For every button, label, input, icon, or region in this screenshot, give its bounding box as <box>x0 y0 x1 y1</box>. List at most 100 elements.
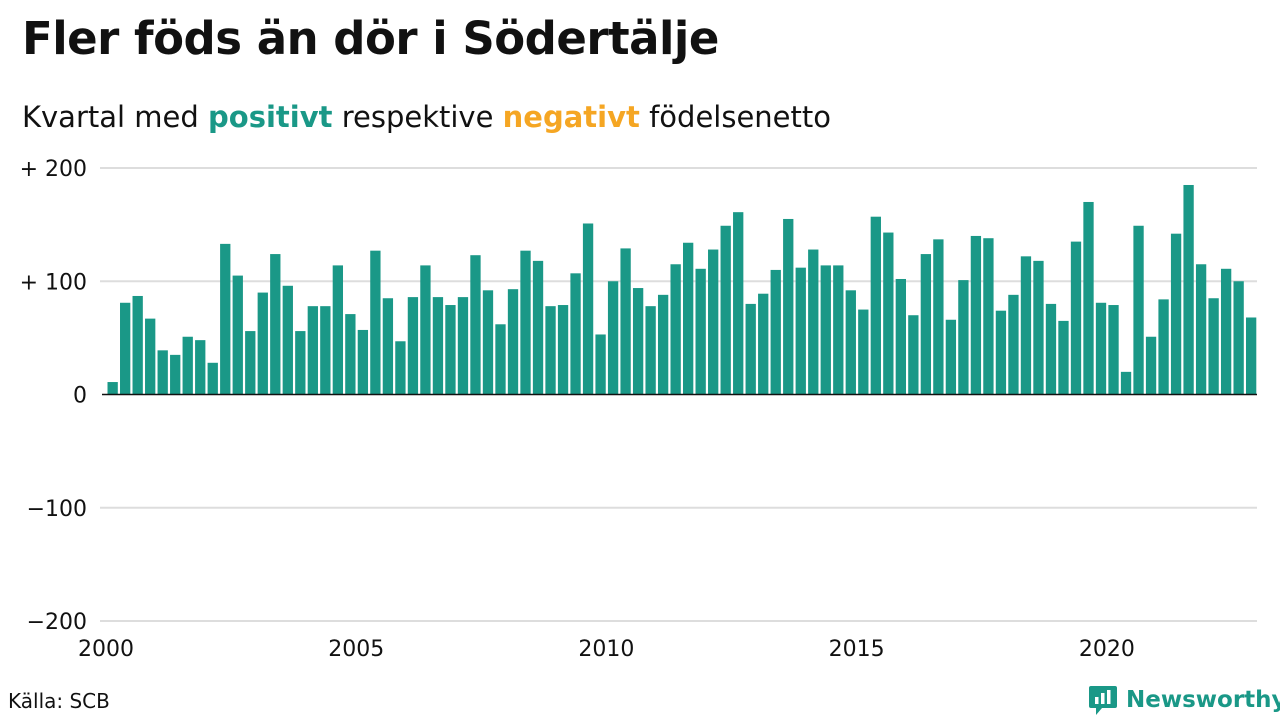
y-tick-label: −100 <box>27 497 87 522</box>
subtitle-suffix: födelsenetto <box>649 100 831 134</box>
bars <box>107 184 1257 395</box>
bar <box>1183 184 1194 395</box>
bar <box>883 232 894 395</box>
bar <box>1120 371 1132 395</box>
bar <box>958 280 969 395</box>
bar <box>595 334 606 395</box>
y-tick-label: 0 <box>73 384 87 409</box>
bar <box>207 362 218 395</box>
bar <box>632 288 644 395</box>
bar <box>970 235 982 395</box>
x-tick-label: 2015 <box>829 637 885 662</box>
bar <box>495 324 506 395</box>
subtitle-negative-label: negativt <box>502 100 640 134</box>
bar <box>1020 256 1032 395</box>
bar <box>657 294 669 395</box>
subtitle-middle: respektive <box>341 100 494 134</box>
bar <box>407 297 419 395</box>
bar <box>870 216 881 395</box>
bar <box>482 290 494 395</box>
bar <box>1083 201 1094 395</box>
bar <box>1133 225 1144 395</box>
bar <box>382 298 394 395</box>
bar <box>1208 298 1219 395</box>
bar <box>357 329 369 395</box>
bar <box>920 254 932 395</box>
bar <box>270 254 281 395</box>
bar <box>645 306 656 395</box>
bar <box>232 275 243 395</box>
bar <box>432 297 444 395</box>
bar <box>1008 294 1019 395</box>
chart-subtitle: Kvartal med positivt respektive negativt… <box>22 100 831 134</box>
bar <box>395 341 406 395</box>
bar <box>107 382 118 395</box>
bar <box>1158 299 1169 395</box>
bar <box>120 302 131 395</box>
bar <box>733 212 744 395</box>
bar <box>845 290 856 395</box>
bar <box>758 293 769 395</box>
bar <box>983 238 994 395</box>
bar <box>470 255 481 395</box>
bar <box>282 285 293 395</box>
x-tick-label: 2010 <box>578 637 634 662</box>
bar <box>320 306 331 395</box>
x-tick-label: 2020 <box>1079 637 1135 662</box>
bar <box>745 303 756 395</box>
bar <box>420 265 431 395</box>
bar <box>1058 320 1069 395</box>
bar <box>182 336 193 395</box>
bar <box>582 223 594 395</box>
bar <box>257 292 268 395</box>
bar <box>295 331 306 395</box>
bar <box>1033 260 1044 395</box>
bar <box>557 305 569 395</box>
subtitle-prefix: Kvartal med <box>22 100 199 134</box>
bar <box>1108 305 1119 395</box>
x-tick-label: 2000 <box>78 637 134 662</box>
bar <box>670 264 681 395</box>
bar <box>457 297 469 395</box>
source-note: Källa: SCB <box>8 689 110 713</box>
chart-title: Fler föds än dör i Södertälje <box>22 12 719 65</box>
bar <box>620 248 631 395</box>
bar <box>808 249 819 395</box>
bar <box>720 225 731 395</box>
bar <box>307 306 318 395</box>
bar <box>1245 317 1257 395</box>
bar <box>507 289 519 395</box>
bar <box>170 354 181 395</box>
bar <box>245 331 256 395</box>
y-tick-label: + 200 <box>20 157 87 182</box>
bar <box>195 340 206 395</box>
bar <box>933 239 944 395</box>
bar <box>770 269 781 395</box>
subtitle-positive-label: positivt <box>208 100 333 134</box>
bar <box>1145 336 1157 395</box>
bar <box>345 314 356 395</box>
bar <box>945 319 957 395</box>
bar <box>370 250 381 395</box>
bar <box>220 243 231 395</box>
bar <box>708 249 719 395</box>
bar <box>1070 241 1082 395</box>
bar <box>520 250 531 395</box>
bar <box>445 305 456 395</box>
bar <box>795 267 806 395</box>
bar <box>1233 281 1244 395</box>
newsworthy-logo-icon <box>1089 686 1117 715</box>
bar <box>833 265 844 395</box>
bar <box>1195 264 1207 395</box>
bar <box>695 268 706 395</box>
bar <box>683 242 694 395</box>
bar <box>895 278 906 395</box>
bar <box>145 318 156 395</box>
brand-name: Newsworthy <box>1126 687 1280 713</box>
bar <box>820 265 831 395</box>
bar <box>783 218 794 395</box>
bar <box>132 295 143 395</box>
bar <box>532 260 544 395</box>
